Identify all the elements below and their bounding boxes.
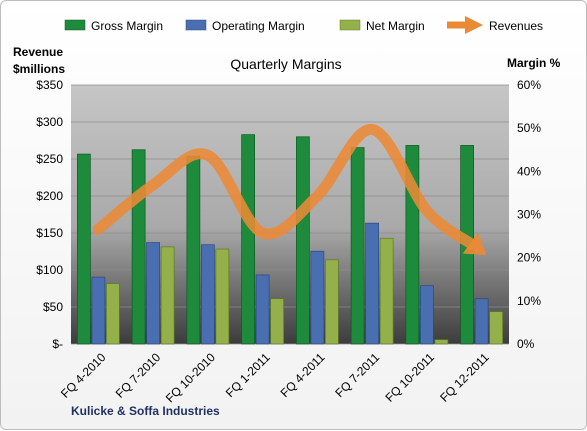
legend-swatch-gross-margin — [64, 19, 86, 31]
left-axis-title-line1: Revenue — [13, 45, 63, 59]
left-axis-title-line2: $millions — [13, 62, 65, 76]
bar-gross-margin — [186, 155, 201, 345]
bar-net-margin — [434, 339, 449, 345]
chart-title: Quarterly Margins — [230, 56, 341, 72]
footer-company-name: Kulicke & Soffa Industries — [71, 404, 220, 418]
legend-label-net-margin: Net Margin — [366, 19, 425, 33]
category-label: FQ 7-2011 — [332, 350, 382, 400]
bar-operating-margin — [201, 244, 215, 345]
left-tick-label: $150 — [36, 226, 63, 240]
right-tick-label: 30% — [517, 208, 541, 222]
left-tick-label: $250 — [36, 152, 63, 166]
category-label: FQ 10-2011 — [382, 350, 437, 405]
left-tick-label: $350 — [36, 78, 63, 92]
legend-label-revenues: Revenues — [489, 19, 543, 33]
left-tick-label: $200 — [36, 189, 63, 203]
bar-net-margin — [325, 259, 339, 345]
right-tick-label: 50% — [517, 121, 541, 135]
legend-arrowhead-revenues — [465, 16, 483, 34]
bar-net-margin — [379, 237, 394, 345]
bar-operating-margin — [255, 274, 270, 345]
revenue-line-layer — [92, 123, 487, 256]
bar-net-margin — [489, 311, 503, 345]
bar-net-margin — [270, 298, 284, 345]
legend-item-revenues: Revenues — [447, 16, 543, 34]
revenue-arrowhead — [462, 232, 487, 256]
bar-gross-margin — [241, 134, 255, 345]
right-tick-label: 20% — [517, 251, 541, 265]
bar-gross-margin — [77, 153, 91, 345]
legend-item-gross-margin: Gross Margin — [64, 19, 163, 33]
bar-operating-margin — [310, 250, 325, 345]
bars-layer — [77, 134, 503, 345]
left-tick-label: $100 — [36, 263, 63, 277]
legend-label-operating-margin: Operating Margin — [212, 19, 305, 33]
bar-net-margin — [106, 283, 120, 345]
category-label: FQ 4-2010 — [58, 350, 109, 401]
right-tick-label: 60% — [517, 78, 541, 92]
category-label: FQ 10-2010 — [163, 350, 218, 405]
legend-item-operating-margin: Operating Margin — [185, 19, 305, 33]
legend-swatch-operating-margin — [185, 19, 207, 31]
bar-net-margin — [215, 248, 230, 345]
revenue-line — [92, 123, 478, 250]
bar-operating-margin — [474, 298, 489, 345]
bar-gross-margin — [131, 149, 146, 345]
legend-label-gross-margin: Gross Margin — [91, 19, 163, 33]
right-tick-label: 40% — [517, 164, 541, 178]
category-label: FQ 12-2011 — [437, 350, 492, 405]
bar-operating-margin — [420, 285, 434, 345]
left-tick-label: $300 — [36, 115, 63, 129]
legend-swatch-net-margin — [339, 19, 361, 31]
legend-item-net-margin: Net Margin — [339, 19, 425, 33]
bar-gross-margin — [296, 136, 310, 345]
right-axis-title: Margin % — [507, 56, 561, 70]
bar-operating-margin — [146, 242, 160, 345]
category-label: FQ 7-2010 — [113, 350, 164, 401]
legend: Gross Margin Operating Margin Net Margin… — [64, 16, 543, 34]
right-tick-label: 10% — [517, 294, 541, 308]
bar-operating-margin — [365, 222, 379, 345]
bar-gross-margin — [350, 147, 365, 345]
bar-operating-margin — [91, 276, 106, 345]
left-tick-label: $- — [52, 337, 63, 351]
category-label: FQ 4-2011 — [278, 350, 328, 400]
left-tick-label: $50 — [43, 300, 63, 314]
bar-net-margin — [160, 246, 175, 345]
category-label: FQ 1-2011 — [223, 350, 273, 400]
right-tick-label: 0% — [517, 337, 535, 351]
